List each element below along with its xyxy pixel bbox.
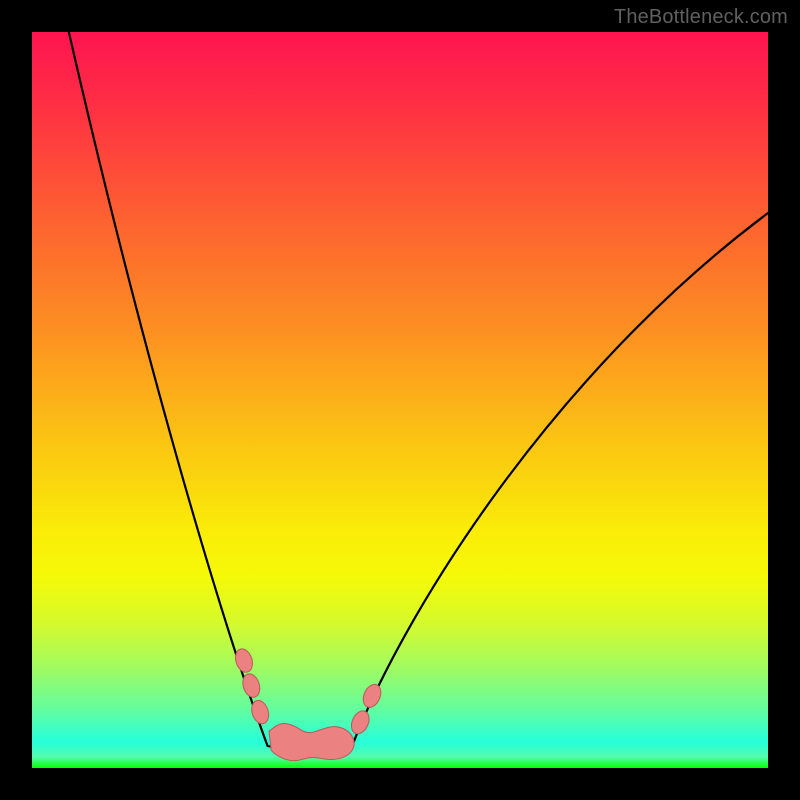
- curve-markers: [32, 32, 768, 768]
- watermark-text: TheBottleneck.com: [614, 6, 788, 29]
